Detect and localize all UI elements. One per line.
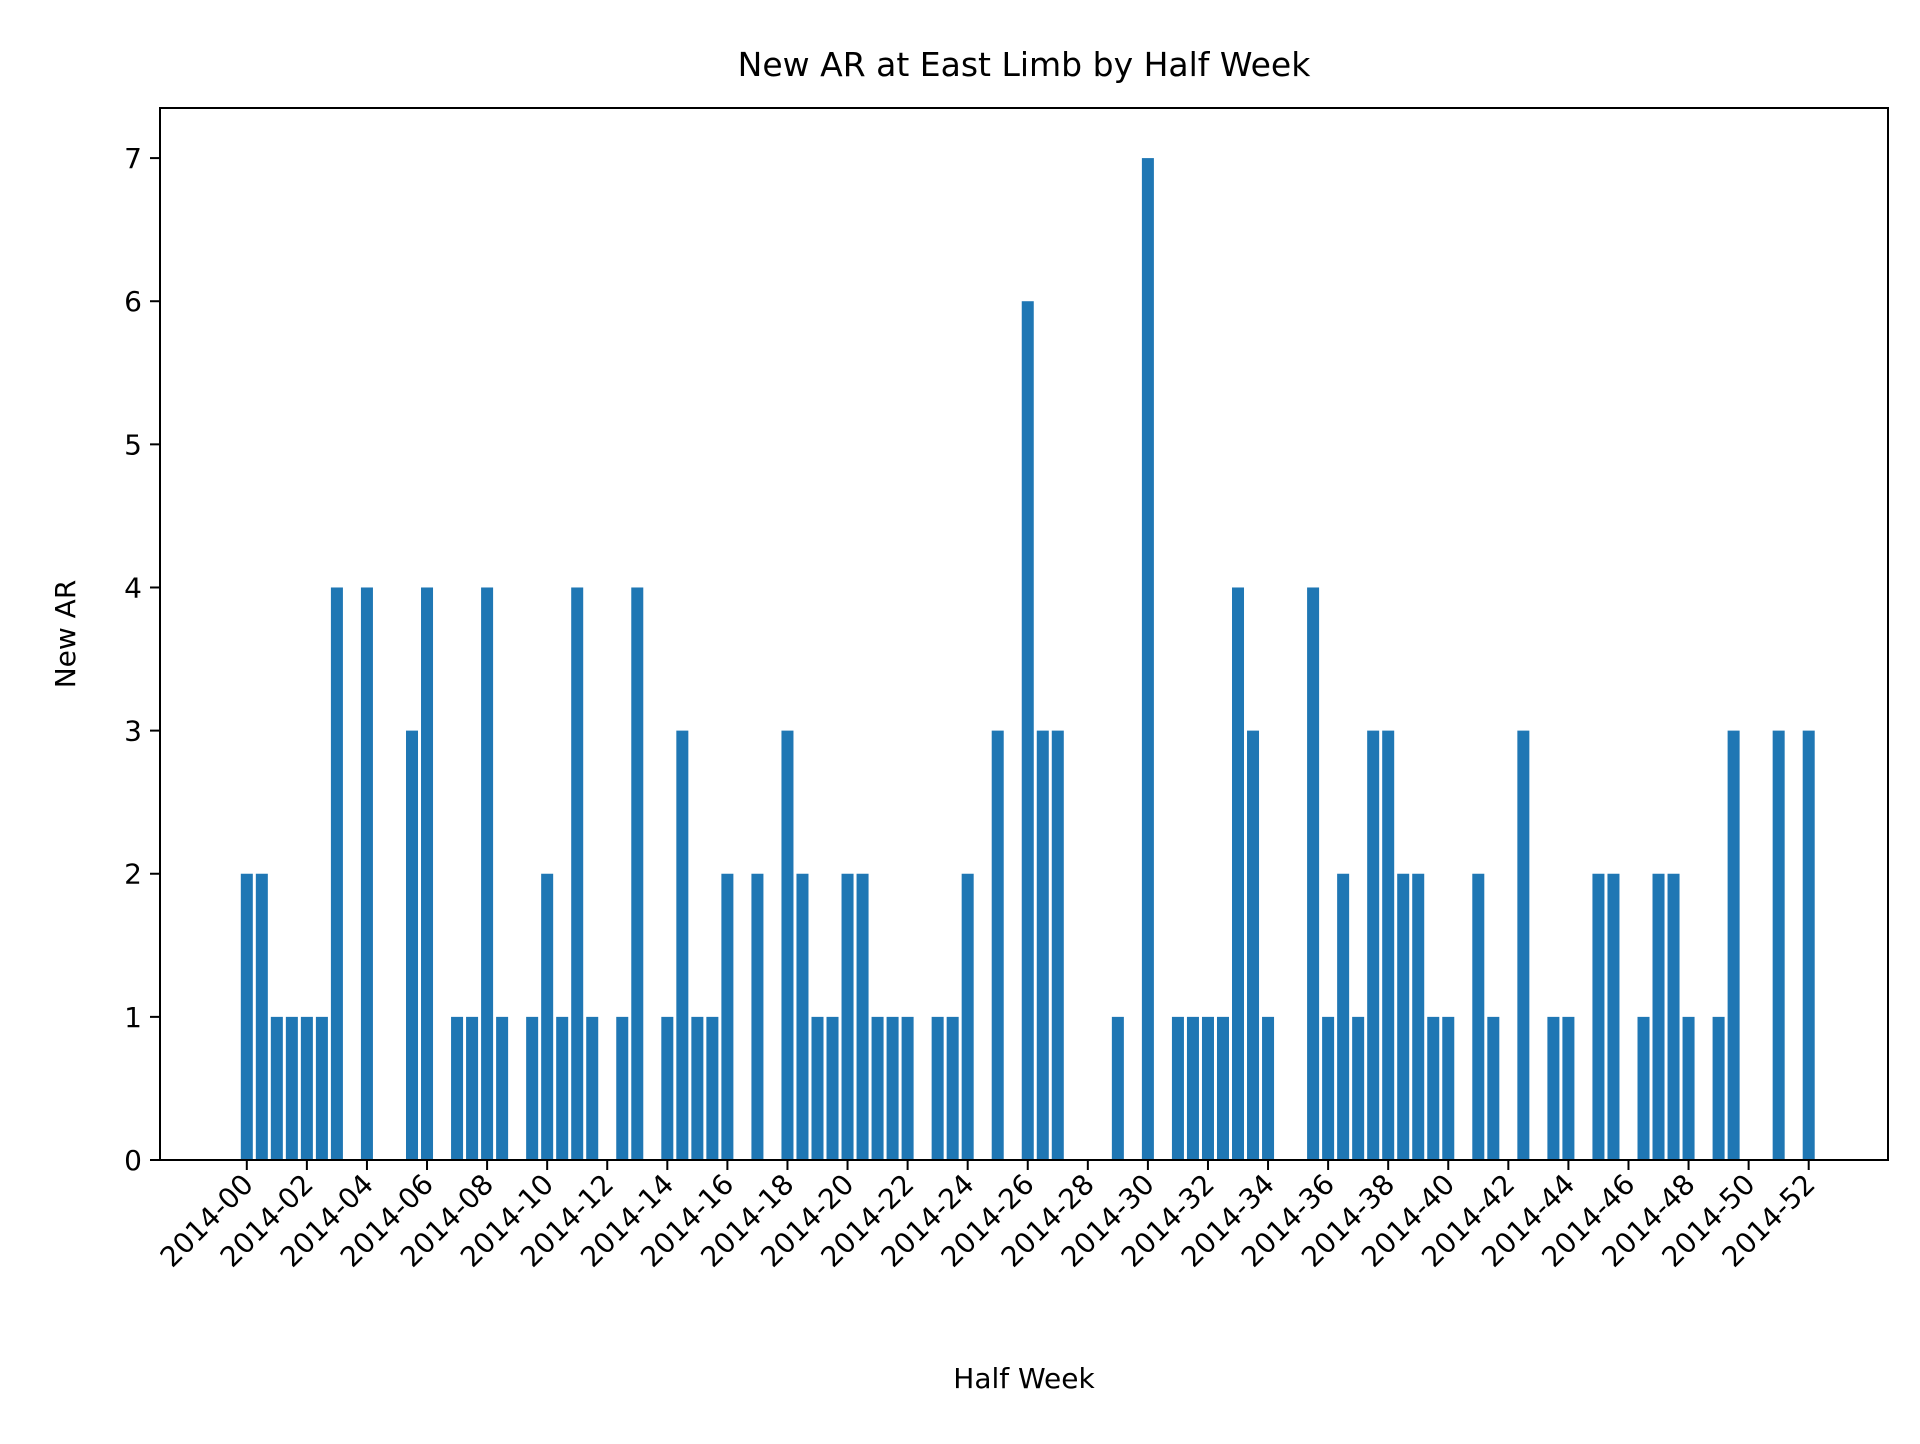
- y-axis-label: New AR: [49, 580, 82, 689]
- bar-47: [1201, 1016, 1214, 1160]
- bar-30: [826, 1016, 839, 1160]
- bar-7: [360, 587, 373, 1160]
- bar-73: [1712, 1016, 1725, 1160]
- bar-36: [931, 1016, 944, 1160]
- bar-62: [1472, 873, 1485, 1160]
- x-axis-label: Half Week: [953, 1362, 1095, 1395]
- bar-15: [541, 873, 554, 1160]
- bar-74: [1727, 730, 1740, 1160]
- bar-56: [1367, 730, 1380, 1160]
- bar-63: [1487, 1016, 1500, 1160]
- bar-54: [1337, 873, 1350, 1160]
- bar-70: [1652, 873, 1665, 1160]
- bar-75: [1772, 730, 1785, 1160]
- bar-2: [270, 1016, 283, 1160]
- bar-52: [1307, 587, 1320, 1160]
- bar-21: [661, 1016, 674, 1160]
- y-tick-label-2: 2: [124, 858, 142, 891]
- bar-42: [1051, 730, 1064, 1160]
- bar-50: [1247, 730, 1260, 1160]
- bar-37: [946, 1016, 959, 1160]
- bar-18: [586, 1016, 599, 1160]
- bar-45: [1171, 1016, 1184, 1160]
- bar-5: [315, 1016, 328, 1160]
- bar-53: [1322, 1016, 1335, 1160]
- bar-48: [1216, 1016, 1229, 1160]
- bar-67: [1592, 873, 1605, 1160]
- bar-23: [691, 1016, 704, 1160]
- bar-58: [1397, 873, 1410, 1160]
- bar-29: [811, 1016, 824, 1160]
- y-axis: 0 1 2 3 4 5 6 7: [124, 142, 160, 1177]
- bar-6: [330, 587, 343, 1160]
- bar-19: [616, 1016, 629, 1160]
- y-tick-label-6: 6: [124, 285, 142, 318]
- bar-0: [240, 873, 253, 1160]
- bar-12: [481, 587, 494, 1160]
- bar-41: [1036, 730, 1049, 1160]
- bar-66: [1562, 1016, 1575, 1160]
- bar-13: [496, 1016, 509, 1160]
- bar-20: [631, 587, 644, 1160]
- bar-40: [1021, 301, 1034, 1161]
- bar-76: [1802, 730, 1815, 1160]
- bar-31: [841, 873, 854, 1160]
- bar-49: [1232, 587, 1245, 1160]
- bar-16: [556, 1016, 569, 1160]
- bar-71: [1667, 873, 1680, 1160]
- chart-title: New AR at East Limb by Half Week: [738, 45, 1312, 84]
- bar-25: [721, 873, 734, 1160]
- bar-39: [991, 730, 1004, 1160]
- bar-11: [466, 1016, 479, 1160]
- bar-9: [421, 587, 434, 1160]
- bar-1: [255, 873, 268, 1160]
- bar-17: [571, 587, 584, 1160]
- bar-57: [1382, 730, 1395, 1160]
- bar-64: [1517, 730, 1530, 1160]
- plot-frame: [159, 107, 1889, 1161]
- bar-51: [1262, 1016, 1275, 1160]
- bar-24: [706, 1016, 719, 1160]
- bar-3: [285, 1016, 298, 1160]
- bar-69: [1637, 1016, 1650, 1160]
- bar-43: [1111, 1016, 1124, 1160]
- bar-34: [886, 1016, 899, 1160]
- bar-27: [781, 730, 794, 1160]
- bar-72: [1682, 1016, 1695, 1160]
- bar-35: [901, 1016, 914, 1160]
- bar-55: [1352, 1016, 1365, 1160]
- bar-32: [856, 873, 869, 1160]
- bar-61: [1442, 1016, 1455, 1160]
- bar-10: [451, 1016, 464, 1160]
- bar-65: [1547, 1016, 1560, 1160]
- bar-22: [676, 730, 689, 1160]
- y-tick-label-7: 7: [124, 142, 142, 175]
- bar-4: [300, 1016, 313, 1160]
- bar-8: [406, 730, 419, 1160]
- y-tick-label-0: 0: [124, 1144, 142, 1177]
- y-tick-label-5: 5: [124, 428, 142, 461]
- bar-14: [526, 1016, 539, 1160]
- y-tick-label-3: 3: [124, 715, 142, 748]
- bar-68: [1607, 873, 1620, 1160]
- bar-59: [1412, 873, 1425, 1160]
- bar-46: [1186, 1016, 1199, 1160]
- bar-28: [796, 873, 809, 1160]
- bars-group: [240, 158, 1815, 1161]
- x-axis: 2014-002014-022014-042014-062014-082014-…: [154, 1160, 1822, 1274]
- bar-38: [961, 873, 974, 1160]
- bar-60: [1427, 1016, 1440, 1160]
- bar-44: [1141, 158, 1154, 1161]
- bar-26: [751, 873, 764, 1160]
- y-tick-label-4: 4: [124, 571, 142, 604]
- y-tick-label-1: 1: [124, 1001, 142, 1034]
- bar-33: [871, 1016, 884, 1160]
